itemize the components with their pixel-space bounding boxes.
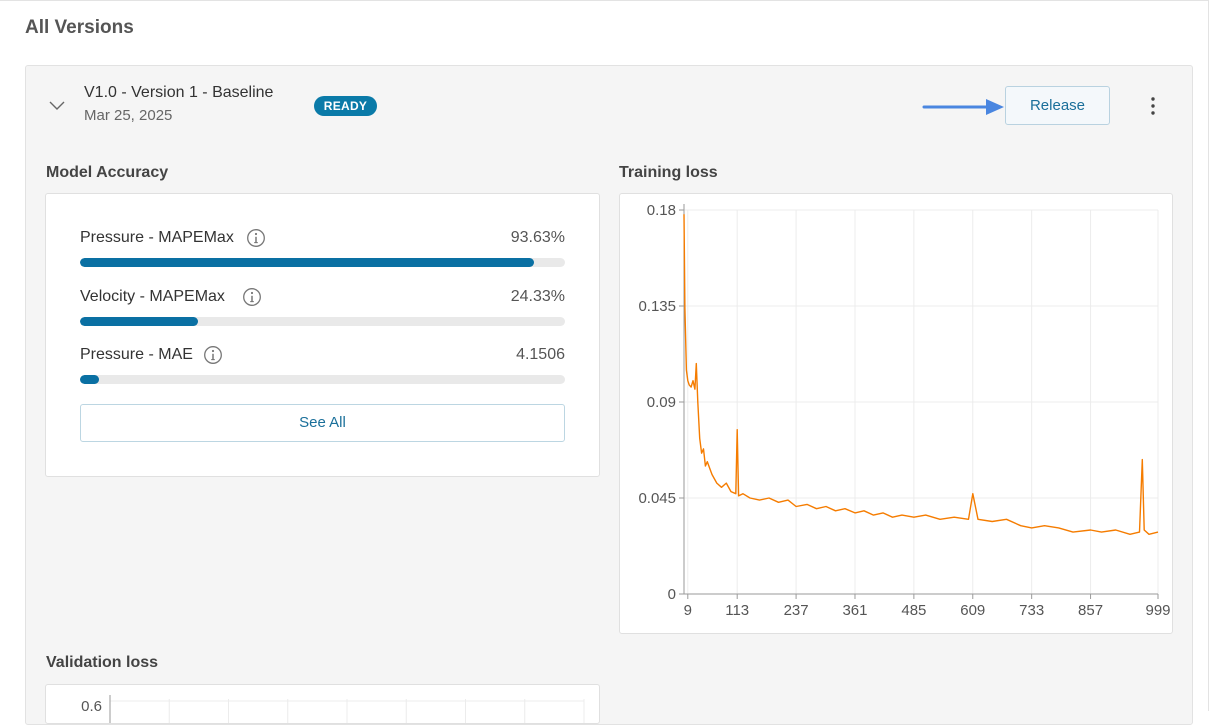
- metric-label: Pressure - MAE: [80, 346, 193, 363]
- progress-fill: [80, 258, 535, 267]
- progress-fill: [80, 317, 198, 326]
- x-tick-label: 9: [684, 602, 692, 619]
- progress-track: [80, 375, 565, 384]
- version-date: Mar 25, 2025: [84, 107, 173, 124]
- info-icon[interactable]: [242, 287, 262, 307]
- page-title: All Versions: [25, 17, 134, 38]
- y-tick-label: 0.09: [647, 394, 676, 411]
- x-tick-label: 733: [1019, 602, 1044, 619]
- training-loss-line: [683, 214, 1159, 535]
- x-tick-label: 485: [901, 602, 926, 619]
- y-tick-label: 0.135: [638, 298, 676, 315]
- progress-fill: [80, 375, 100, 384]
- validation-loss-panel: 0.6: [45, 684, 600, 724]
- release-button[interactable]: Release: [1005, 86, 1110, 125]
- x-tick-label: 999: [1145, 602, 1170, 619]
- version-name: V1.0 - Version 1 - Baseline: [84, 84, 274, 101]
- more-vertical-icon[interactable]: [1143, 95, 1163, 117]
- metric-label: Velocity - MAPEMax: [80, 288, 225, 305]
- training-loss-title: Training loss: [619, 164, 718, 181]
- progress-track: [80, 317, 565, 326]
- chevron-down-icon[interactable]: [48, 96, 66, 114]
- status-badge: READY: [314, 96, 377, 116]
- x-tick-label: 857: [1078, 602, 1103, 619]
- info-icon[interactable]: [203, 345, 223, 365]
- page-frame: [0, 0, 1209, 711]
- progress-track: [80, 258, 565, 267]
- y-tick-label: 0.6: [81, 698, 102, 715]
- validation-loss-title: Validation loss: [46, 654, 159, 671]
- x-tick-label: 609: [960, 602, 985, 619]
- x-tick-label: 113: [725, 602, 749, 619]
- metric-value: 4.1506: [516, 346, 565, 363]
- training-loss-chart: 9 113 237 361 485 609 733 857 999 0 0.045 0.09 0.135…: [638, 202, 1170, 619]
- metric-value: 93.63%: [510, 229, 565, 246]
- validation-loss-chart: 0.6: [81, 695, 585, 723]
- metric-label: Pressure - MAPEMax: [80, 229, 234, 246]
- x-tick-label: 237: [784, 602, 809, 619]
- y-tick-label: 0.18: [647, 202, 676, 219]
- see-all-button[interactable]: See All: [80, 404, 565, 442]
- metric-value: 24.33%: [510, 288, 565, 305]
- y-tick-label: 0.045: [638, 490, 676, 507]
- x-tick-label: 361: [842, 602, 867, 619]
- model-accuracy-title: Model Accuracy: [46, 164, 169, 181]
- y-tick-label: 0: [668, 586, 676, 603]
- training-loss-panel: [619, 193, 1173, 634]
- info-icon[interactable]: [246, 228, 266, 248]
- arrow-right-icon: [922, 99, 1004, 115]
